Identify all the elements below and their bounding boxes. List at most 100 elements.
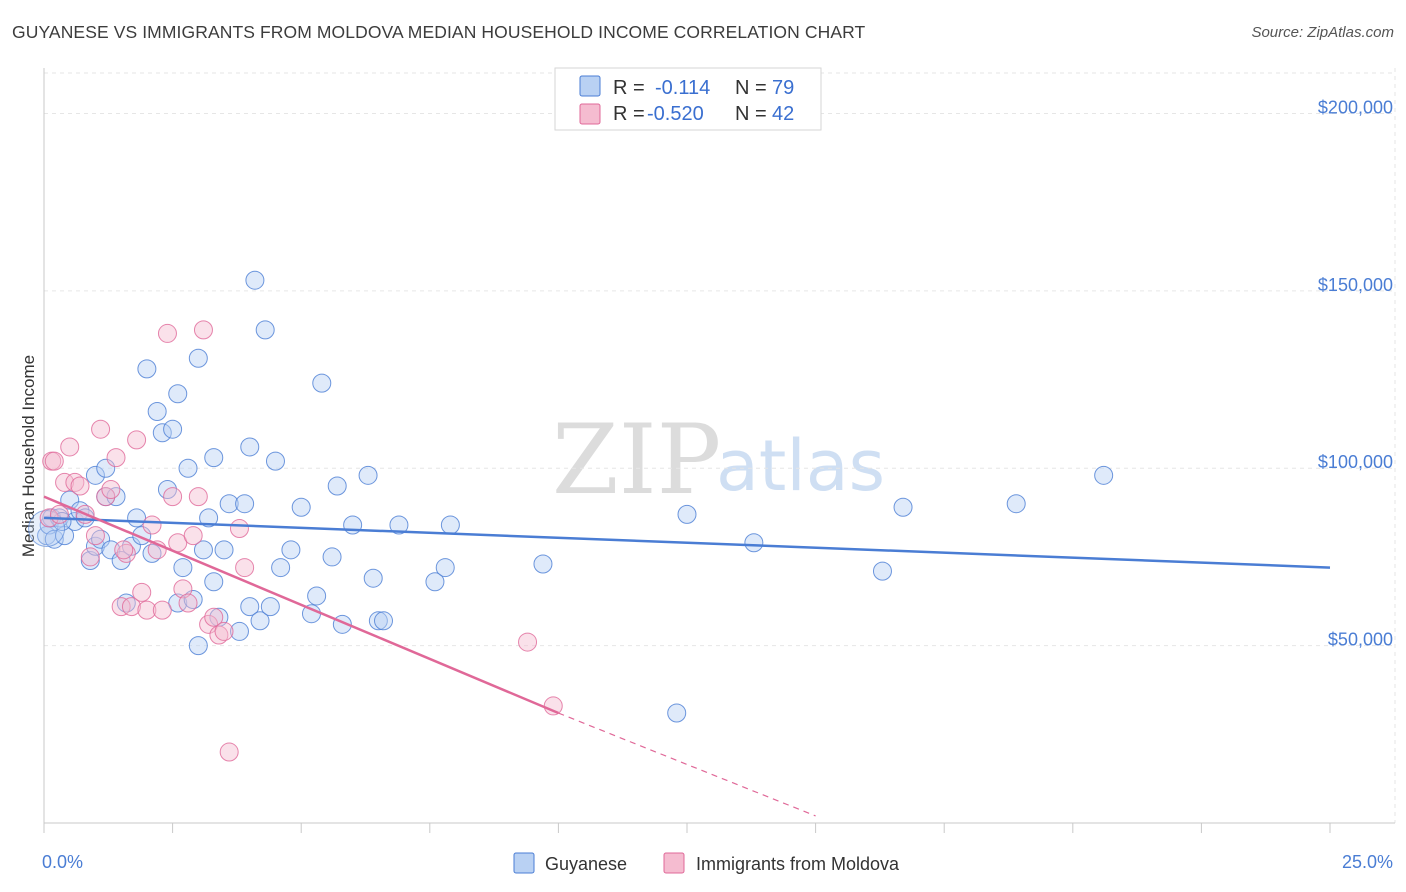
legend-swatch-moldova [579, 103, 601, 125]
legend-n-value-2: 42 [772, 103, 794, 125]
trend-moldova [43, 495, 559, 715]
chart-source: Source: ZipAtlas.com [1251, 24, 1394, 41]
point-guyanese-66 [389, 515, 409, 535]
bottom-legend-moldova: Immigrants from Moldova [696, 854, 900, 874]
point-guyanese-67 [425, 572, 445, 592]
point-moldova-2 [44, 451, 64, 471]
point-guyanese-36 [193, 540, 213, 560]
point-guyanese-56 [307, 586, 327, 606]
point-moldova-36 [219, 742, 239, 762]
point-moldova-3 [49, 504, 69, 524]
point-guyanese-26 [152, 423, 172, 443]
point-moldova-33 [204, 607, 224, 627]
point-guyanese-59 [327, 476, 347, 496]
x-ticks [43, 823, 1331, 833]
point-guyanese-62 [358, 465, 378, 485]
series-legend: Guyanese Immigrants from Moldova [513, 852, 900, 874]
point-guyanese-19 [116, 593, 136, 613]
point-moldova-27 [173, 579, 193, 599]
point-guyanese-34 [188, 636, 208, 656]
legend-r-label-2: R = [613, 103, 645, 125]
point-guyanese-65 [374, 611, 394, 631]
point-guyanese-69 [440, 515, 460, 535]
point-moldova-11 [91, 419, 111, 439]
legend-n-label-1: N = [735, 77, 767, 99]
series-guyanese [28, 270, 1114, 723]
point-moldova-7 [70, 476, 90, 496]
y-tick-label-0: $50,000 [1328, 630, 1393, 650]
series-moldova [39, 320, 563, 762]
watermark-zip: ZIP [552, 404, 721, 516]
point-guyanese-58 [322, 547, 342, 567]
point-guyanese-13 [91, 529, 111, 549]
x-tick-label-max: 25.0% [1342, 852, 1393, 872]
bottom-swatch-moldova [663, 852, 685, 874]
point-guyanese-1 [39, 515, 59, 535]
point-moldova-15 [111, 597, 131, 617]
point-moldova-31 [193, 320, 213, 340]
point-moldova-16 [116, 543, 136, 563]
watermark-atlas: atlas [716, 425, 885, 507]
point-moldova-29 [183, 526, 203, 546]
point-moldova-28 [178, 593, 198, 613]
point-moldova-23 [152, 600, 172, 620]
point-guyanese-3 [44, 529, 64, 549]
point-moldova-30 [188, 487, 208, 507]
point-guyanese-70 [533, 554, 553, 574]
point-guyanese-25 [147, 401, 167, 421]
point-guyanese-43 [229, 621, 249, 641]
trend-lines [43, 495, 1331, 817]
point-guyanese-64 [368, 611, 388, 631]
y-tick-label-2: $150,000 [1318, 275, 1393, 295]
bottom-swatch-guyanese [513, 852, 535, 874]
trend-guyanese [43, 516, 1331, 569]
point-guyanese-30 [168, 593, 188, 613]
point-moldova-5 [60, 437, 80, 457]
legend-n-label-2: N = [735, 103, 767, 125]
chart-title: GUYANESE VS IMMIGRANTS FROM MOLDOVA MEDI… [12, 22, 866, 42]
point-guyanese-48 [250, 611, 270, 631]
point-moldova-25 [163, 487, 183, 507]
point-moldova-24 [157, 323, 177, 343]
point-moldova-39 [518, 632, 538, 652]
point-guyanese-23 [137, 359, 157, 379]
point-guyanese-53 [281, 540, 301, 560]
point-guyanese-42 [219, 494, 239, 514]
y-tick-label-1: $100,000 [1318, 452, 1393, 472]
trend-moldova-extension [558, 712, 816, 817]
legend-n-value-1: 79 [772, 77, 794, 99]
point-guyanese-24 [142, 543, 162, 563]
point-guyanese-31 [173, 558, 193, 578]
point-moldova-40 [543, 696, 563, 716]
point-guyanese-45 [240, 597, 260, 617]
point-guyanese-49 [255, 320, 275, 340]
y-axis-label: Median Household Income [19, 355, 38, 557]
point-moldova-10 [85, 526, 105, 546]
point-guyanese-77 [1094, 465, 1114, 485]
point-moldova-13 [101, 480, 121, 500]
point-guyanese-38 [204, 448, 224, 468]
point-guyanese-76 [1006, 494, 1026, 514]
y-tick-label-3: $200,000 [1318, 97, 1393, 117]
y-tick-labels: $50,000 $100,000 $150,000 $200,000 [1318, 97, 1393, 649]
bottom-legend-guyanese: Guyanese [545, 854, 627, 874]
point-moldova-34 [209, 625, 229, 645]
legend-swatch-guyanese [579, 75, 601, 97]
point-guyanese-41 [214, 540, 234, 560]
legend-r-value-1: -0.114 [655, 77, 710, 99]
point-moldova-6 [65, 472, 85, 492]
point-moldova-37 [229, 519, 249, 539]
point-guyanese-39 [204, 572, 224, 592]
point-guyanese-35 [188, 348, 208, 368]
point-moldova-20 [137, 600, 157, 620]
point-moldova-38 [235, 558, 255, 578]
correlation-legend: R = -0.114 N = 79 R = -0.520 N = 42 [554, 67, 822, 131]
point-guyanese-63 [363, 568, 383, 588]
point-guyanese-51 [265, 451, 285, 471]
point-moldova-9 [80, 547, 100, 567]
point-guyanese-72 [677, 504, 697, 524]
point-guyanese-74 [872, 561, 892, 581]
point-moldova-14 [106, 448, 126, 468]
point-guyanese-44 [235, 494, 255, 514]
point-moldova-35 [214, 621, 234, 641]
